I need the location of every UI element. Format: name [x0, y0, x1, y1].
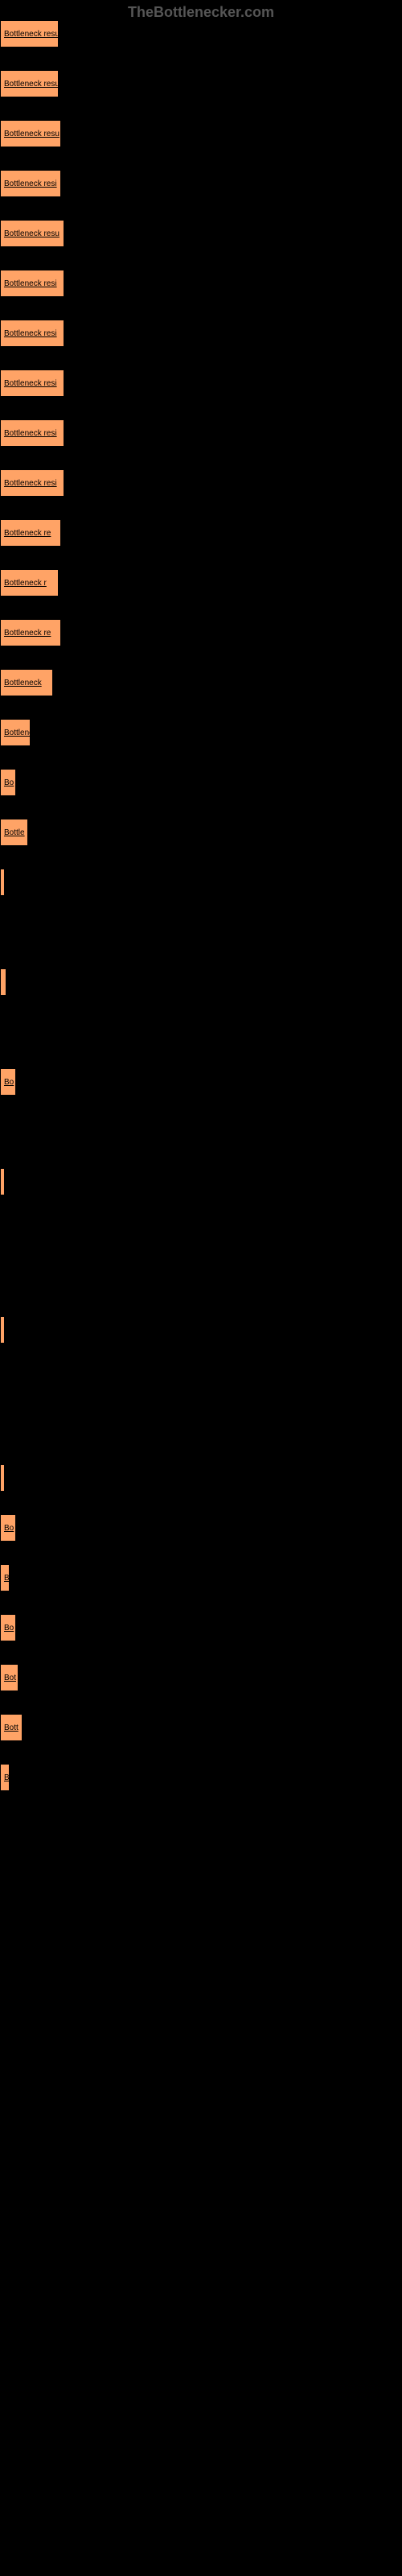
- chart-bar[interactable]: Bottlene: [0, 719, 31, 746]
- chart-bar[interactable]: B: [0, 1764, 10, 1791]
- bar-row: [0, 869, 402, 896]
- chart-bar[interactable]: Bottle: [0, 819, 28, 846]
- bar-label: Bottle: [4, 828, 25, 837]
- bar-label: Bottleneck re: [4, 629, 51, 638]
- bar-row: Bo: [0, 1514, 402, 1542]
- bar-row: Bottleneck resu: [0, 70, 402, 97]
- bar-row: B: [0, 1564, 402, 1591]
- bar-label: Bottleneck resi: [4, 479, 57, 488]
- bar-label: Bottleneck resi: [4, 180, 57, 188]
- chart-bar[interactable]: [0, 1316, 5, 1344]
- bar-row: B: [0, 1764, 402, 1791]
- bar-label: Bottleneck resu: [4, 30, 59, 39]
- bar-label: Bottlene: [4, 729, 31, 737]
- bar-row: Bottleneck re: [0, 619, 402, 646]
- bar-label: Bottleneck resu: [4, 130, 59, 138]
- chart-bar[interactable]: Bottleneck resu: [0, 120, 61, 147]
- bar-label: Bottleneck resi: [4, 279, 57, 288]
- bar-row: Bo: [0, 1068, 402, 1096]
- chart-bar[interactable]: Bottleneck resu: [0, 220, 64, 247]
- chart-bar[interactable]: Bottleneck resi: [0, 320, 64, 347]
- chart-bar[interactable]: Bottleneck resi: [0, 419, 64, 447]
- chart-bar[interactable]: Bott: [0, 1714, 23, 1741]
- bar-row: [0, 1168, 402, 1195]
- bar-label: Bottleneck re: [4, 529, 51, 538]
- bar-label: Bo: [4, 1624, 14, 1633]
- chart-bar[interactable]: [0, 1168, 5, 1195]
- chart-bar[interactable]: [0, 968, 6, 996]
- bar-row: Bottleneck resi: [0, 419, 402, 447]
- chart-bar[interactable]: Bottleneck resi: [0, 170, 61, 197]
- bar-label: Bottleneck resu: [4, 229, 59, 238]
- chart-bar[interactable]: Bottleneck: [0, 669, 53, 696]
- watermark-text: TheBottlenecker.com: [128, 4, 274, 21]
- chart-bar[interactable]: Bo: [0, 769, 16, 796]
- chart-bar[interactable]: B: [0, 1564, 10, 1591]
- bar-row: Bottleneck resu: [0, 120, 402, 147]
- bar-row: Bo: [0, 769, 402, 796]
- bar-row: Bot: [0, 1664, 402, 1691]
- chart-bar[interactable]: Bo: [0, 1068, 16, 1096]
- chart-bar[interactable]: Bottleneck r: [0, 569, 59, 597]
- chart-bar[interactable]: Bo: [0, 1614, 16, 1641]
- bar-label: Bottleneck resi: [4, 429, 57, 438]
- chart-bar[interactable]: Bottleneck resi: [0, 369, 64, 397]
- bar-row: Bottleneck r: [0, 569, 402, 597]
- bar-row: Bottleneck resi: [0, 170, 402, 197]
- chart-bar[interactable]: [0, 1464, 5, 1492]
- bar-row: Bottleneck: [0, 669, 402, 696]
- bar-row: Bottleneck resi: [0, 469, 402, 497]
- chart-bar[interactable]: Bottleneck resi: [0, 469, 64, 497]
- bar-row: Bott: [0, 1714, 402, 1741]
- chart-bar[interactable]: [0, 869, 5, 896]
- bar-label: Bo: [4, 1078, 14, 1087]
- chart-bar[interactable]: Bottleneck re: [0, 619, 61, 646]
- bar-label: B: [4, 1773, 10, 1782]
- bar-label: B: [4, 1574, 10, 1583]
- chart-bar[interactable]: Bot: [0, 1664, 18, 1691]
- bar-label: Bottleneck resi: [4, 329, 57, 338]
- bar-label: Bottleneck resu: [4, 80, 59, 89]
- chart-bar[interactable]: Bottleneck resu: [0, 70, 59, 97]
- bar-row: Bottleneck resu: [0, 20, 402, 47]
- bar-label: Bottleneck resi: [4, 379, 57, 388]
- bar-label: Bott: [4, 1724, 18, 1732]
- bar-label: Bo: [4, 1524, 14, 1533]
- bar-row: Bottleneck resu: [0, 220, 402, 247]
- bar-label: Bottleneck: [4, 679, 42, 687]
- bar-label: Bo: [4, 778, 14, 787]
- chart-bar[interactable]: Bo: [0, 1514, 16, 1542]
- bar-row: [0, 1464, 402, 1492]
- chart-bar[interactable]: Bottleneck resu: [0, 20, 59, 47]
- bar-row: [0, 1316, 402, 1344]
- bar-label: Bot: [4, 1674, 16, 1682]
- chart-bar[interactable]: Bottleneck re: [0, 519, 61, 547]
- bar-row: Bottleneck resi: [0, 270, 402, 297]
- bar-label: Bottleneck r: [4, 579, 47, 588]
- bar-row: Bo: [0, 1614, 402, 1641]
- bar-row: [0, 968, 402, 996]
- bar-row: Bottleneck resi: [0, 320, 402, 347]
- chart-bar[interactable]: Bottleneck resi: [0, 270, 64, 297]
- bar-row: Bottleneck resi: [0, 369, 402, 397]
- bar-row: Bottle: [0, 819, 402, 846]
- bar-row: Bottleneck re: [0, 519, 402, 547]
- bar-row: Bottlene: [0, 719, 402, 746]
